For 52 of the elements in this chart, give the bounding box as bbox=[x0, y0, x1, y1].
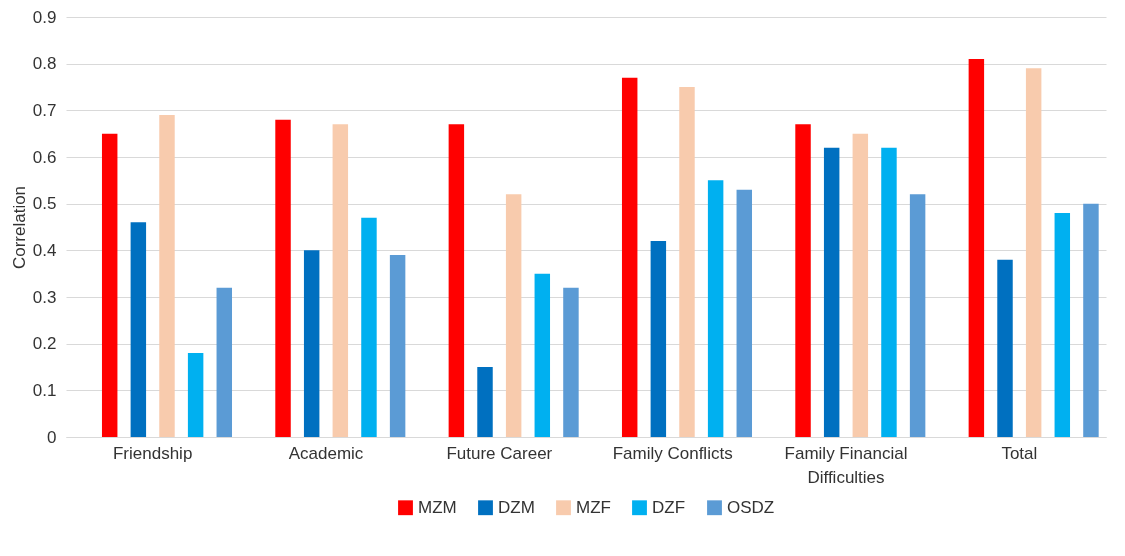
y-tick-label: 0.3 bbox=[32, 287, 57, 307]
bar bbox=[534, 273, 551, 437]
bar bbox=[881, 147, 897, 437]
x-tick-label: Family Financial Difficulties bbox=[784, 443, 908, 487]
legend-label: DZF bbox=[652, 497, 686, 517]
bar bbox=[332, 124, 349, 437]
y-tick-label: 0 bbox=[47, 427, 57, 447]
bar bbox=[389, 255, 406, 437]
bar bbox=[707, 180, 724, 437]
bar bbox=[621, 77, 638, 437]
y-tick-label: 0.8 bbox=[32, 54, 57, 74]
legend-label: OSDZ bbox=[727, 497, 775, 517]
y-axis-title: Correlation bbox=[9, 185, 29, 270]
x-tick-label: Total bbox=[1001, 443, 1038, 463]
bar bbox=[968, 59, 985, 437]
x-tick-label: Academic bbox=[288, 443, 364, 463]
bar bbox=[1054, 213, 1071, 437]
bar bbox=[795, 124, 811, 437]
bar bbox=[130, 222, 147, 437]
y-tick-label: 0.7 bbox=[32, 100, 57, 120]
bar bbox=[563, 287, 579, 437]
bar bbox=[448, 124, 465, 437]
legend-label: MZF bbox=[576, 497, 611, 517]
legend-label: MZM bbox=[418, 497, 457, 517]
bar bbox=[187, 353, 204, 437]
bar bbox=[852, 133, 869, 437]
x-tick-label: Family Conflicts bbox=[612, 443, 733, 463]
bar bbox=[679, 87, 695, 437]
bar bbox=[477, 367, 493, 437]
y-tick-label: 0.9 bbox=[32, 7, 57, 27]
y-tick-label: 0.2 bbox=[32, 334, 57, 354]
bar bbox=[505, 194, 522, 437]
bar bbox=[650, 241, 667, 437]
x-tick-label: Future Career bbox=[446, 443, 553, 463]
bar bbox=[909, 194, 926, 437]
bar bbox=[303, 250, 320, 437]
bar bbox=[1083, 203, 1099, 437]
bar bbox=[361, 217, 377, 437]
bar bbox=[101, 133, 118, 437]
bar bbox=[1025, 68, 1042, 437]
bar bbox=[823, 147, 840, 437]
bar bbox=[736, 189, 753, 437]
y-tick-label: 0.5 bbox=[32, 194, 57, 214]
y-tick-label: 0.4 bbox=[32, 240, 57, 260]
x-tick-label: Friendship bbox=[112, 443, 193, 463]
y-tick-label: 0.6 bbox=[32, 147, 57, 167]
bar bbox=[275, 119, 291, 437]
legend-label: DZM bbox=[498, 497, 535, 517]
y-tick-label: 0.1 bbox=[32, 380, 57, 400]
bar bbox=[997, 259, 1013, 437]
bar bbox=[159, 115, 175, 437]
bar bbox=[216, 287, 233, 437]
